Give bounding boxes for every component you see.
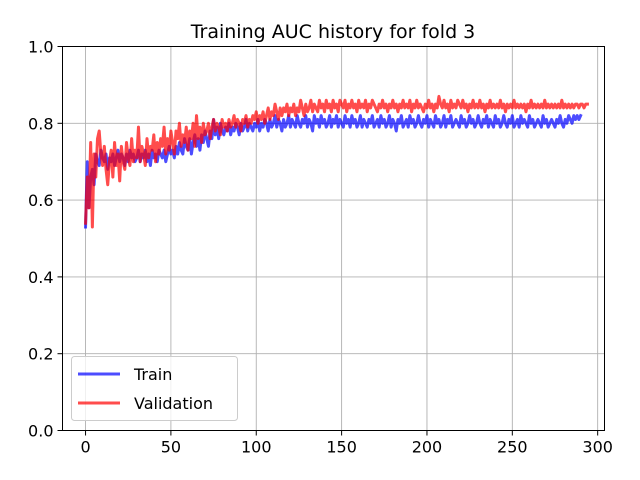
x-tick-label: 150 — [326, 438, 357, 457]
legend-label: Validation — [134, 394, 213, 413]
x-tick-label: 250 — [497, 438, 528, 457]
legend-label: Train — [133, 365, 172, 384]
x-tick-label: 0 — [80, 438, 90, 457]
x-tick-label: 200 — [412, 438, 443, 457]
y-tick-label: 1.0 — [28, 38, 53, 57]
x-tick-label: 100 — [241, 438, 272, 457]
y-tick-label: 0.0 — [28, 422, 53, 441]
x-tick-label: 50 — [161, 438, 181, 457]
y-tick-label: 0.4 — [28, 268, 53, 287]
series-line-train — [84, 113, 583, 229]
x-tick-label: 300 — [582, 438, 613, 457]
chart-title: Training AUC history for fold 3 — [190, 21, 476, 43]
legend: Train Validation — [71, 356, 238, 421]
y-tick-label: 0.6 — [28, 191, 53, 210]
plot-frame — [62, 46, 605, 431]
y-tick-label: 0.8 — [28, 114, 53, 133]
x-axis: 0 50 100 150 200 250 300 — [80, 430, 613, 457]
y-tick-label: 0.2 — [28, 345, 53, 364]
y-axis: 0.0 0.2 0.4 0.6 0.8 1.0 — [28, 38, 63, 441]
series-line-validation — [83, 94, 589, 229]
series-lines — [83, 94, 589, 229]
